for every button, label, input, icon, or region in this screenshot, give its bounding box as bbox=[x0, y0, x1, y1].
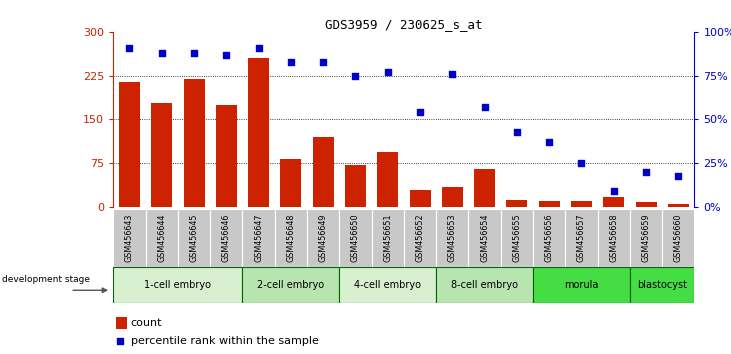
Text: GSM456654: GSM456654 bbox=[480, 214, 489, 262]
Bar bbox=[371, 209, 404, 267]
Point bbox=[511, 129, 523, 135]
Bar bbox=[339, 267, 436, 303]
Point bbox=[543, 139, 555, 145]
Text: GSM456657: GSM456657 bbox=[577, 214, 586, 262]
Text: morula: morula bbox=[564, 280, 599, 290]
Bar bbox=[507, 200, 527, 207]
Text: GSM456649: GSM456649 bbox=[319, 214, 327, 262]
Text: GSM456645: GSM456645 bbox=[189, 214, 199, 262]
Text: 2-cell embryo: 2-cell embryo bbox=[257, 280, 325, 290]
Bar bbox=[216, 105, 237, 207]
Bar bbox=[571, 201, 592, 207]
Text: GSM456658: GSM456658 bbox=[609, 214, 618, 262]
Bar bbox=[668, 204, 689, 207]
Title: GDS3959 / 230625_s_at: GDS3959 / 230625_s_at bbox=[325, 18, 482, 31]
Point bbox=[285, 59, 297, 64]
Bar bbox=[501, 209, 533, 267]
Point bbox=[673, 173, 684, 178]
Bar bbox=[211, 209, 243, 267]
Text: GSM456652: GSM456652 bbox=[415, 214, 425, 262]
Text: GSM456651: GSM456651 bbox=[383, 214, 393, 262]
Bar bbox=[436, 209, 469, 267]
Text: percentile rank within the sample: percentile rank within the sample bbox=[131, 336, 319, 346]
Bar bbox=[151, 103, 173, 207]
Bar bbox=[436, 267, 533, 303]
Text: GSM456648: GSM456648 bbox=[287, 214, 295, 262]
Bar bbox=[442, 187, 463, 207]
Text: blastocyst: blastocyst bbox=[637, 280, 687, 290]
Point bbox=[253, 45, 265, 51]
Text: GSM456643: GSM456643 bbox=[125, 214, 134, 262]
Point bbox=[640, 169, 652, 175]
Bar bbox=[603, 196, 624, 207]
Bar bbox=[565, 209, 598, 267]
Text: GSM456659: GSM456659 bbox=[642, 214, 651, 262]
Bar bbox=[630, 267, 694, 303]
Bar bbox=[313, 137, 333, 207]
Text: GSM456650: GSM456650 bbox=[351, 214, 360, 262]
Bar bbox=[113, 267, 243, 303]
Bar bbox=[178, 209, 211, 267]
Bar bbox=[339, 209, 371, 267]
Text: GSM456655: GSM456655 bbox=[512, 214, 521, 262]
Bar bbox=[243, 209, 275, 267]
Bar bbox=[116, 316, 126, 329]
Bar bbox=[533, 209, 565, 267]
Bar bbox=[377, 152, 398, 207]
Bar bbox=[409, 190, 431, 207]
Text: 4-cell embryo: 4-cell embryo bbox=[355, 280, 421, 290]
Point bbox=[115, 338, 126, 343]
Bar bbox=[474, 169, 495, 207]
Bar bbox=[630, 209, 662, 267]
Point bbox=[124, 45, 135, 51]
Point bbox=[349, 73, 361, 79]
Bar bbox=[183, 79, 205, 207]
Bar bbox=[539, 201, 560, 207]
Bar bbox=[119, 81, 140, 207]
Point bbox=[575, 160, 587, 166]
Bar bbox=[275, 209, 307, 267]
Bar bbox=[145, 209, 178, 267]
Point bbox=[414, 110, 426, 115]
Text: 8-cell embryo: 8-cell embryo bbox=[451, 280, 518, 290]
Bar bbox=[243, 267, 339, 303]
Text: development stage: development stage bbox=[2, 275, 90, 284]
Text: GSM456646: GSM456646 bbox=[221, 214, 231, 262]
Bar bbox=[281, 159, 301, 207]
Bar bbox=[469, 209, 501, 267]
Bar bbox=[404, 209, 436, 267]
Point bbox=[188, 50, 200, 56]
Point bbox=[382, 69, 393, 75]
Text: GSM456647: GSM456647 bbox=[254, 214, 263, 262]
Text: count: count bbox=[131, 318, 162, 328]
Bar bbox=[307, 209, 339, 267]
Bar bbox=[533, 267, 630, 303]
Point bbox=[479, 104, 491, 110]
Point bbox=[221, 52, 232, 57]
Text: GSM456656: GSM456656 bbox=[545, 214, 553, 262]
Bar bbox=[248, 58, 269, 207]
Point bbox=[317, 59, 329, 64]
Bar bbox=[662, 209, 694, 267]
Text: GSM456644: GSM456644 bbox=[157, 214, 166, 262]
Point bbox=[608, 188, 620, 194]
Point bbox=[447, 71, 458, 77]
Bar bbox=[345, 165, 366, 207]
Bar bbox=[113, 209, 145, 267]
Bar bbox=[635, 202, 656, 207]
Text: 1-cell embryo: 1-cell embryo bbox=[145, 280, 211, 290]
Text: GSM456660: GSM456660 bbox=[674, 214, 683, 262]
Point bbox=[156, 50, 167, 56]
Text: GSM456653: GSM456653 bbox=[448, 214, 457, 262]
Bar bbox=[598, 209, 630, 267]
